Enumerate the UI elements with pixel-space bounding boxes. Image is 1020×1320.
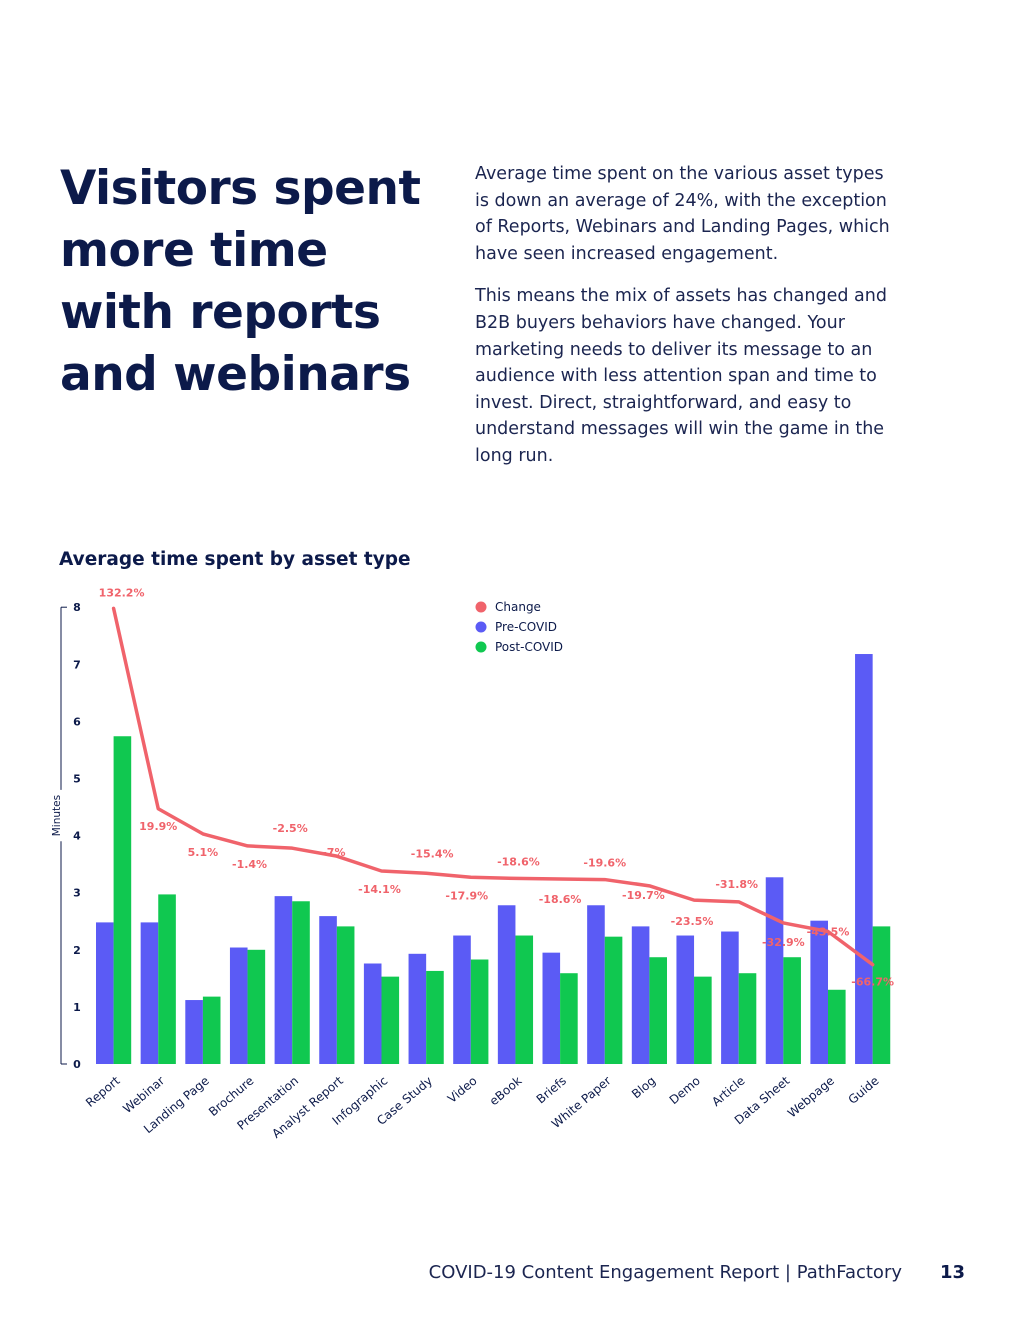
bar-post-covid (560, 973, 578, 1064)
bar-pre-covid (587, 905, 605, 1064)
bar-pre-covid (363, 963, 382, 1064)
bar-post-covid (292, 901, 310, 1064)
legend-label: Pre-COVID (495, 620, 557, 634)
y-axis-title: Minutes (51, 795, 63, 836)
change-data-label: -2.5% (273, 822, 308, 835)
x-tick-label: Briefs (534, 1074, 569, 1107)
change-data-label: -17.9% (445, 889, 488, 902)
body-paragraph-2: This means the mix of assets has changed… (475, 286, 887, 466)
bar-post-covid (470, 959, 489, 1064)
x-tick-label: eBook (487, 1074, 525, 1109)
legend-marker (475, 601, 487, 613)
headline: Visitors spent more time with reports an… (60, 161, 421, 402)
bar-pre-covid (140, 922, 159, 1064)
bar-pre-covid (408, 953, 427, 1064)
bar-pre-covid (453, 935, 471, 1064)
bar-pre-covid (855, 654, 873, 1064)
y-tick-label: 8 (73, 601, 81, 614)
bar-pre-covid (810, 920, 828, 1064)
bar-pre-covid (229, 947, 248, 1064)
change-data-label: -19.7% (622, 889, 665, 902)
change-data-label: -31.8% (715, 878, 758, 891)
bar-pre-covid (274, 896, 293, 1064)
bar-pre-covid (185, 1000, 203, 1064)
change-data-label: -15.4% (411, 847, 454, 860)
x-tick-label: Video (445, 1074, 480, 1106)
legend-marker (475, 621, 487, 633)
change-data-label: -23.5% (671, 915, 714, 928)
bar-post-covid (336, 926, 355, 1064)
change-data-label: 19.9% (139, 820, 177, 833)
x-tick-label: Article (709, 1074, 747, 1109)
change-data-label: -18.6% (539, 893, 582, 906)
bar-pre-covid (542, 952, 561, 1064)
change-data-label: 132.2% (99, 586, 145, 599)
bar-post-covid (158, 894, 176, 1064)
change-line (111, 606, 875, 967)
bar-post-covid (783, 957, 801, 1064)
x-tick-label: Demo (667, 1074, 703, 1108)
bar-pre-covid (319, 916, 337, 1064)
change-line-group (111, 606, 875, 967)
bar-post-covid (694, 976, 712, 1064)
legend-marker (475, 641, 487, 653)
y-tick-label: 7 (73, 658, 81, 671)
chart-title: Average time spent by asset type (59, 549, 411, 570)
bar-post-covid (202, 996, 221, 1064)
bar-pre-covid (676, 935, 695, 1064)
x-tick-label: Webpage (785, 1074, 837, 1121)
x-tick-label: Guide (846, 1074, 882, 1107)
chart-bars (96, 654, 891, 1064)
bar-post-covid (738, 973, 757, 1064)
bar-post-covid (113, 736, 132, 1064)
legend-label: Post-COVID (495, 640, 563, 654)
bar-post-covid (649, 957, 667, 1064)
change-data-label: -32.9% (762, 936, 805, 949)
x-tick-label: Blog (629, 1074, 658, 1102)
x-tick-label: Report (83, 1073, 123, 1109)
chart-legend: Change Pre-COVID Post-COVID (475, 600, 563, 654)
bar-pre-covid (765, 877, 784, 1064)
bar-post-covid (828, 989, 846, 1064)
bar-pre-covid (631, 926, 650, 1064)
bar-post-covid (872, 926, 891, 1064)
y-tick-label: 2 (73, 944, 81, 957)
page-number: 13 (940, 1262, 966, 1283)
change-data-label: -7% (322, 846, 345, 859)
bar-pre-covid (721, 931, 739, 1064)
y-tick-label: 5 (73, 773, 81, 786)
change-data-label: -19.6% (583, 857, 626, 870)
change-data-label: -14.1% (358, 883, 401, 896)
body-paragraph-1: Average time spent on the various asset … (475, 164, 890, 264)
chart-axes: 0 1 2 3 4 5 6 7 8 Minutes (51, 601, 81, 1071)
y-tick-label: 3 (73, 887, 81, 900)
change-data-label: 5.1% (188, 846, 219, 859)
bar-pre-covid (497, 905, 516, 1064)
y-tick-label: 1 (73, 1001, 81, 1014)
bar-post-covid (604, 936, 623, 1064)
y-tick-label: 6 (73, 715, 81, 728)
change-data-label: -1.4% (232, 858, 267, 871)
bar-post-covid (515, 935, 534, 1064)
change-data-label: -43.5% (807, 926, 850, 939)
change-data-label: -18.6% (497, 855, 540, 868)
footer-text: COVID-19 Content Engagement Report | Pat… (428, 1262, 902, 1283)
y-tick-label: 4 (73, 830, 81, 843)
bar-pre-covid (96, 922, 114, 1064)
legend-label: Change (495, 600, 541, 614)
y-tick-label: 0 (73, 1058, 81, 1071)
bar-post-covid (426, 970, 444, 1064)
bar-post-covid (381, 976, 400, 1064)
change-data-label: -66.7% (851, 976, 894, 989)
bar-post-covid (247, 949, 266, 1064)
body-text: Average time spent on the various asset … (475, 161, 895, 486)
